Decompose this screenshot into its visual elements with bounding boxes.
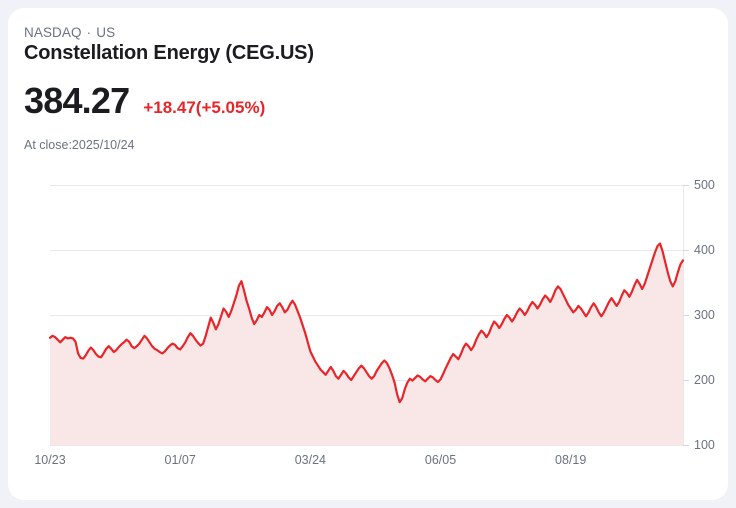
x-axis-label: 01/07 xyxy=(165,453,196,467)
x-axis-label: 08/19 xyxy=(555,453,586,467)
y-axis-label: 500 xyxy=(694,178,715,192)
quote-change: +18.47(+5.05%) xyxy=(143,98,266,117)
y-axis-label: 100 xyxy=(694,438,715,452)
x-axis-label: 03/24 xyxy=(295,453,326,467)
quote-row: 384.27 +18.47(+5.05%) xyxy=(24,80,265,129)
y-axis-label: 300 xyxy=(694,308,715,322)
price-chart[interactable]: 500 400 300 200 100 10/23 01/07 03/24 06/05 08/1… xyxy=(8,160,728,490)
price-line xyxy=(48,242,685,404)
chart-y-axis-ticks xyxy=(683,185,689,446)
exchange-region-line: NASDAQ · US xyxy=(24,25,115,40)
stock-quote-card: NASDAQ · US Constellation Energy (CEG.US) … xyxy=(8,8,728,500)
price-chart-container[interactable]: 500 400 300 200 100 10/23 01/07 03/24 06/05 08/1… xyxy=(8,160,728,490)
price-area-fill xyxy=(50,243,683,445)
y-axis-label: 200 xyxy=(694,373,715,387)
x-axis-label: 06/05 xyxy=(425,453,456,467)
quote-price: 384.27 xyxy=(24,80,130,121)
quote-status-timestamp: At close:2025/10/24 xyxy=(24,138,135,152)
exchange-name: NASDAQ xyxy=(24,25,82,40)
chart-x-axis-labels: 10/23 01/07 03/24 06/05 08/19 xyxy=(34,453,586,467)
region-code: US xyxy=(96,25,116,40)
y-axis-label: 400 xyxy=(694,243,715,257)
page-title: Constellation Energy (CEG.US) xyxy=(24,42,314,64)
chart-y-axis-labels: 500 400 300 200 100 xyxy=(694,178,715,452)
separator-dot: · xyxy=(86,25,92,40)
x-axis-label: 10/23 xyxy=(34,453,65,467)
